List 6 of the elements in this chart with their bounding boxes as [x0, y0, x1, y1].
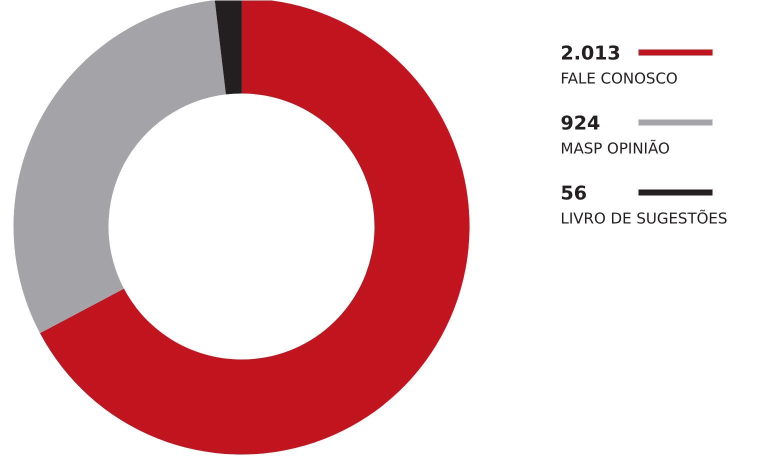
data-label: 2.013 — [560, 42, 621, 64]
data-label: 56 — [560, 182, 587, 204]
legend-label: LIVRO DE SUGESTÕES — [560, 210, 728, 228]
data-label: 924 — [560, 112, 600, 134]
legend-label: MASP OPINIÃO — [560, 140, 670, 158]
legend-label: FALE CONOSCO — [560, 70, 678, 88]
